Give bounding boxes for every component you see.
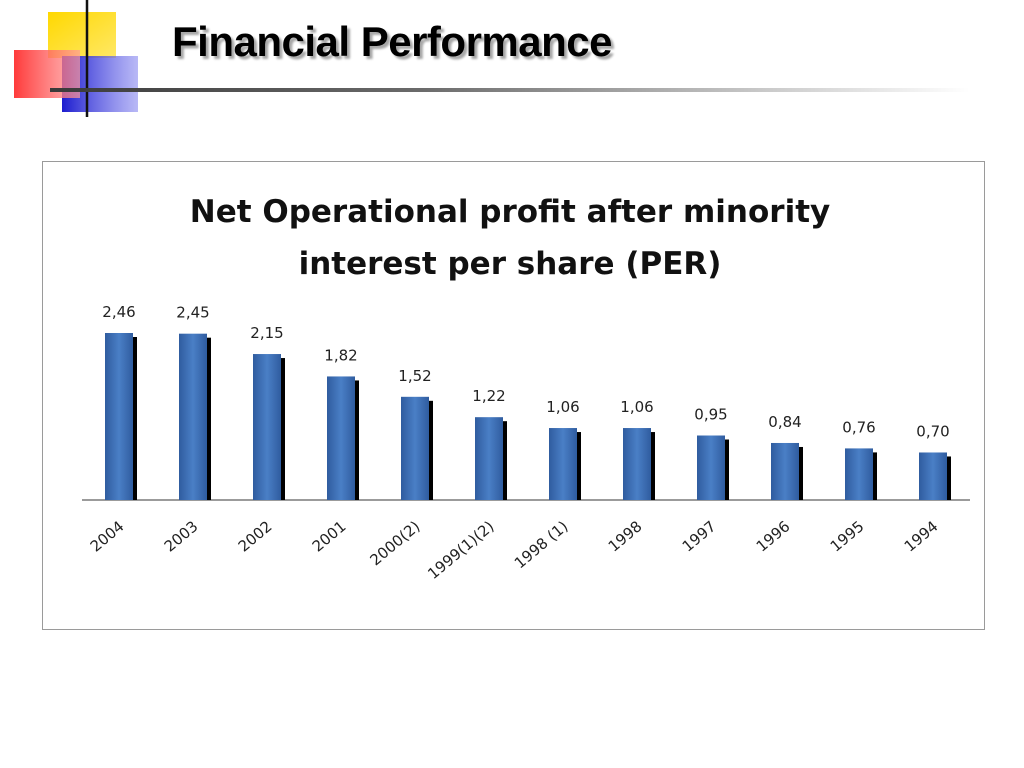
data-label: 0,70	[916, 422, 949, 440]
x-tick-label: 2002	[235, 517, 276, 555]
bar	[401, 396, 429, 500]
chart-title-line-1: Net Operational profit after minority	[189, 194, 831, 230]
x-tick-label: 2000(2)	[366, 517, 423, 569]
bar	[549, 428, 577, 500]
bar	[327, 376, 355, 500]
x-tick-label: 1994	[901, 517, 942, 555]
x-tick-label: 1998	[605, 517, 646, 555]
bar	[919, 452, 947, 500]
bar	[623, 428, 651, 500]
data-label: 2,15	[250, 324, 283, 342]
bar	[697, 435, 725, 500]
bar	[253, 354, 281, 500]
x-tick-label: 2001	[309, 517, 350, 555]
chart-title: Net Operational profit after minority in…	[0, 186, 1020, 290]
x-tick-label: 2004	[87, 517, 128, 555]
data-label: 0,84	[768, 413, 801, 431]
data-label: 2,46	[102, 303, 135, 321]
data-label: 0,95	[694, 406, 727, 424]
x-tick-label: 1999(1)(2)	[424, 517, 497, 583]
x-tick-label: 1996	[753, 517, 794, 555]
data-label: 1,52	[398, 367, 431, 385]
x-tick-label: 1995	[827, 517, 868, 555]
data-label: 1,22	[472, 387, 505, 405]
x-tick-label: 1997	[679, 517, 720, 555]
bar	[475, 417, 503, 500]
bar	[179, 333, 207, 500]
data-label: 0,76	[842, 418, 875, 436]
bar	[771, 442, 799, 500]
bar	[105, 333, 133, 500]
bar	[845, 448, 873, 500]
title-divider	[50, 88, 970, 92]
chart-title-line-2: interest per share (PER)	[298, 246, 722, 282]
x-tick-label: 1998 (1)	[511, 517, 572, 572]
data-label: 1,06	[546, 398, 579, 416]
data-label: 1,06	[620, 398, 653, 416]
data-label: 2,45	[176, 304, 209, 322]
slide-title: Financial Performance	[172, 18, 613, 65]
data-label: 1,82	[324, 346, 357, 364]
x-tick-label: 2003	[161, 517, 202, 555]
